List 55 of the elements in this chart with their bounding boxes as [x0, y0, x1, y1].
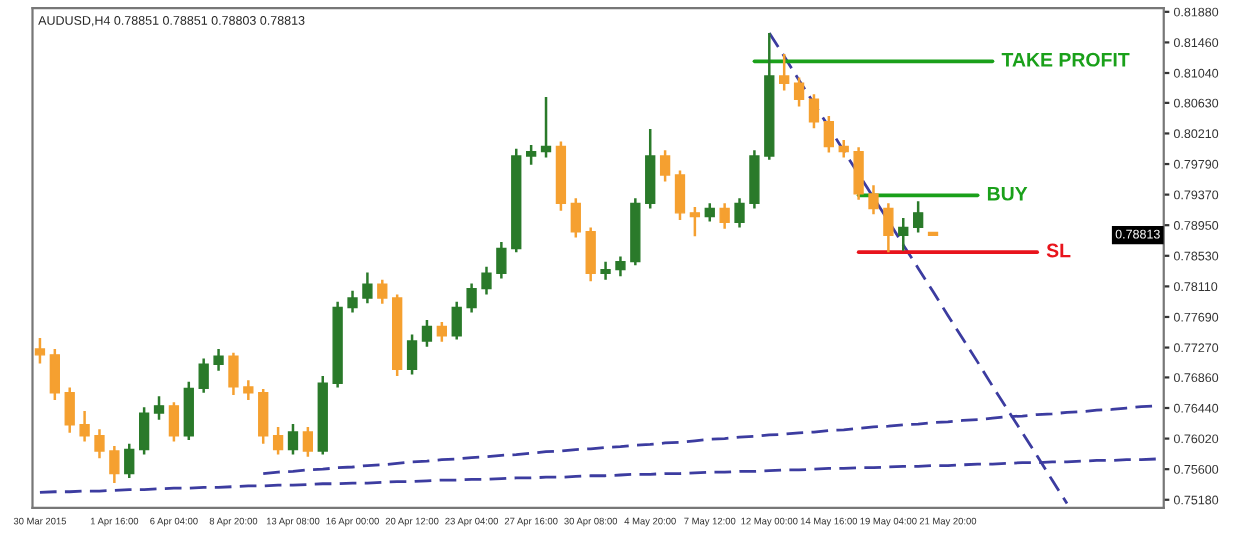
candlestick	[272, 425, 284, 456]
series-label: BUY	[987, 187, 1028, 201]
candlestick	[198, 357, 209, 394]
candlestick	[540, 95, 552, 159]
candlestick	[138, 406, 150, 456]
candlestick	[615, 255, 626, 278]
candlestick	[466, 282, 477, 314]
candlestick	[49, 347, 60, 402]
candlestick	[168, 400, 180, 443]
candlestick	[779, 52, 790, 92]
candlestick	[481, 265, 492, 296]
candlestick	[898, 216, 909, 252]
candlestick	[853, 146, 864, 201]
candlestick	[645, 127, 656, 210]
candlestick	[749, 148, 760, 210]
candlestick	[883, 202, 894, 254]
candlestick	[34, 336, 46, 365]
candlestick	[451, 300, 462, 341]
candlestick	[421, 318, 433, 349]
candlestick	[823, 114, 835, 154]
candlestick	[704, 202, 715, 223]
series-label: TAKE PROFIT	[1001, 52, 1130, 67]
candlestick	[585, 226, 596, 283]
series-label: SL	[1046, 243, 1071, 258]
candlestick	[600, 260, 611, 282]
candlestick	[109, 444, 120, 485]
candlestick	[377, 278, 388, 306]
candlestick	[525, 143, 537, 167]
candlestick	[406, 333, 418, 376]
candlestick	[570, 197, 581, 239]
candlestick	[734, 197, 745, 229]
candlestick	[659, 148, 671, 183]
candlestick	[153, 395, 165, 421]
candlestick	[347, 289, 358, 314]
candlestick	[719, 202, 730, 231]
candlestick	[228, 351, 239, 397]
candlestick	[436, 320, 447, 343]
candlestick	[674, 169, 686, 222]
candlestick	[183, 380, 194, 442]
candlestick	[79, 409, 90, 443]
candlestick	[912, 199, 924, 234]
candlestick	[302, 425, 314, 459]
candlestick	[258, 387, 269, 445]
candlestick	[243, 379, 254, 402]
candlestick	[287, 422, 299, 456]
candlestick	[868, 183, 879, 216]
candlestick	[64, 386, 75, 435]
candlestick	[689, 205, 701, 238]
candlestick	[362, 271, 373, 305]
candlestick	[94, 427, 105, 460]
candlestick	[793, 76, 805, 108]
candlestick	[496, 240, 507, 280]
candlestick	[808, 92, 820, 130]
candlestick	[213, 347, 224, 373]
candlestick	[124, 442, 135, 480]
